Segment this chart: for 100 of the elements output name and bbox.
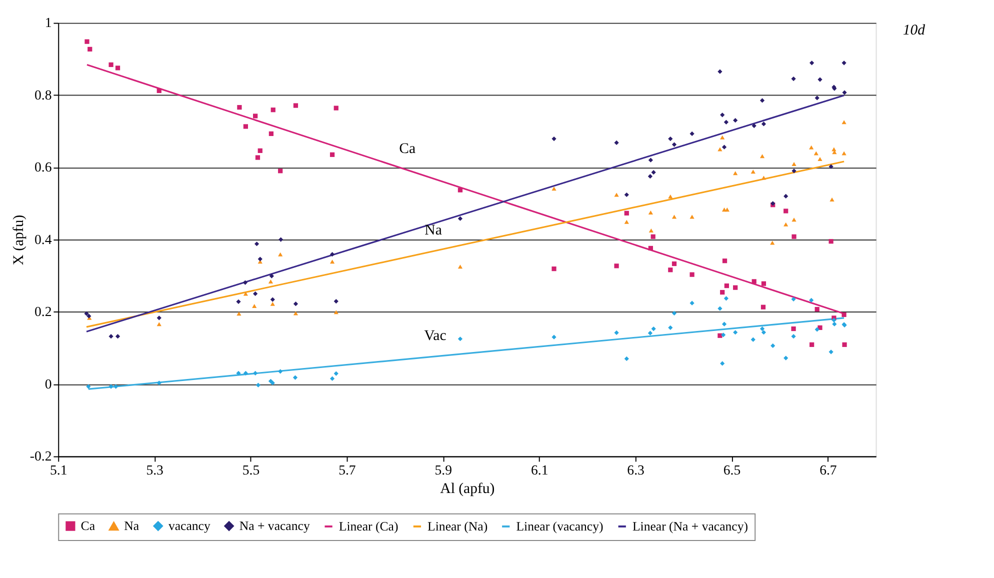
point: [690, 300, 694, 306]
point: [809, 298, 814, 303]
point: [278, 369, 283, 374]
point: [552, 136, 556, 142]
point: [256, 382, 261, 388]
y-axis-title: X (apfu): [10, 214, 27, 266]
point: [721, 332, 726, 338]
point: [330, 260, 335, 264]
point: [84, 311, 89, 316]
point: [784, 208, 788, 214]
point: [648, 158, 653, 162]
point: [672, 214, 677, 219]
point: [791, 326, 796, 332]
point: [278, 252, 283, 256]
point: [672, 261, 677, 266]
y-tick-label: 1: [44, 15, 52, 30]
point: [292, 375, 298, 380]
text: 10d: [902, 22, 926, 39]
point: [458, 188, 463, 192]
point: [761, 176, 766, 180]
point: [253, 370, 258, 376]
point: [648, 330, 653, 336]
point: [108, 384, 114, 389]
point: [792, 234, 796, 239]
point: [814, 96, 820, 100]
point: [761, 122, 766, 126]
legend-label: Ca: [80, 518, 96, 533]
point: [792, 168, 796, 174]
point: [254, 242, 260, 246]
point: [252, 304, 257, 308]
point: [750, 337, 756, 342]
point: [791, 296, 796, 302]
point: [458, 264, 463, 269]
point: [690, 272, 694, 277]
point: [278, 237, 284, 242]
point: [828, 164, 834, 169]
point: [842, 60, 846, 66]
point: [718, 306, 722, 311]
point: [672, 142, 677, 147]
point: [242, 280, 248, 285]
point: [258, 256, 262, 262]
y-tick-label: 0.8: [34, 87, 52, 102]
x-tick-label: 5.3: [146, 462, 164, 478]
point: [752, 279, 756, 284]
point: [733, 285, 738, 290]
point: [458, 216, 463, 221]
point: [784, 222, 788, 226]
x-tick-label: 6.3: [627, 462, 645, 478]
point: [672, 310, 677, 316]
point: [86, 384, 91, 389]
point: [334, 310, 338, 314]
point: [651, 170, 656, 175]
legend-label: Na + vacancy: [239, 518, 310, 533]
point: [269, 274, 274, 278]
point: [792, 218, 796, 222]
legend-label: Na: [124, 519, 140, 534]
point: [552, 334, 556, 340]
point: [761, 281, 766, 286]
legend-label: Linear (vacancy): [516, 519, 604, 534]
annotation: Vac: [424, 328, 447, 344]
point: [552, 266, 556, 272]
point: [253, 291, 258, 296]
point: [792, 162, 796, 166]
point: [733, 330, 738, 335]
point: [722, 322, 727, 326]
point: [648, 228, 654, 233]
point: [115, 66, 120, 70]
point: [334, 299, 338, 304]
point: [624, 192, 629, 198]
point: [108, 334, 114, 339]
point: [842, 312, 846, 317]
point: [624, 356, 629, 362]
point: [330, 376, 335, 381]
point: [770, 343, 776, 348]
point: [648, 210, 653, 214]
point: [842, 120, 846, 124]
point: [268, 279, 274, 284]
point: [818, 325, 822, 330]
point: [690, 214, 694, 219]
point: [650, 234, 656, 239]
point: [720, 361, 725, 366]
point: [724, 296, 729, 301]
point: [733, 171, 738, 176]
point: [330, 152, 335, 157]
point: [270, 302, 275, 306]
point: [828, 239, 834, 244]
point: [255, 155, 260, 160]
point: [156, 88, 162, 94]
point: [760, 326, 765, 332]
x-tick-label: 5.9: [434, 462, 452, 478]
point: [718, 69, 722, 74]
point: [293, 302, 298, 306]
point: [760, 154, 765, 158]
point: [809, 145, 814, 150]
point: [814, 327, 820, 332]
point: [810, 342, 814, 347]
point: [724, 208, 730, 212]
point: [614, 192, 619, 197]
point: [334, 106, 338, 110]
point: [720, 112, 725, 118]
